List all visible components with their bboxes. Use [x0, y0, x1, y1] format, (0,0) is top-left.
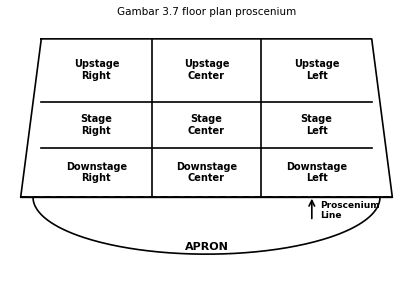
Text: Stage
Left: Stage Left	[301, 114, 332, 136]
Text: Proscenium
Line: Proscenium Line	[320, 201, 380, 220]
Text: Downstage
Center: Downstage Center	[176, 162, 237, 184]
Text: Stage
Right: Stage Right	[81, 114, 112, 136]
Text: Upstage
Right: Upstage Right	[74, 60, 119, 81]
Polygon shape	[33, 197, 380, 254]
Text: Downstage
Left: Downstage Left	[286, 162, 347, 184]
Text: Upstage
Left: Upstage Left	[294, 60, 339, 81]
Text: Gambar 3.7 floor plan proscenium: Gambar 3.7 floor plan proscenium	[117, 7, 296, 17]
Text: Upstage
Center: Upstage Center	[184, 60, 229, 81]
Text: Stage
Center: Stage Center	[188, 114, 225, 136]
Text: Downstage
Right: Downstage Right	[66, 162, 127, 184]
Text: APRON: APRON	[185, 242, 228, 252]
